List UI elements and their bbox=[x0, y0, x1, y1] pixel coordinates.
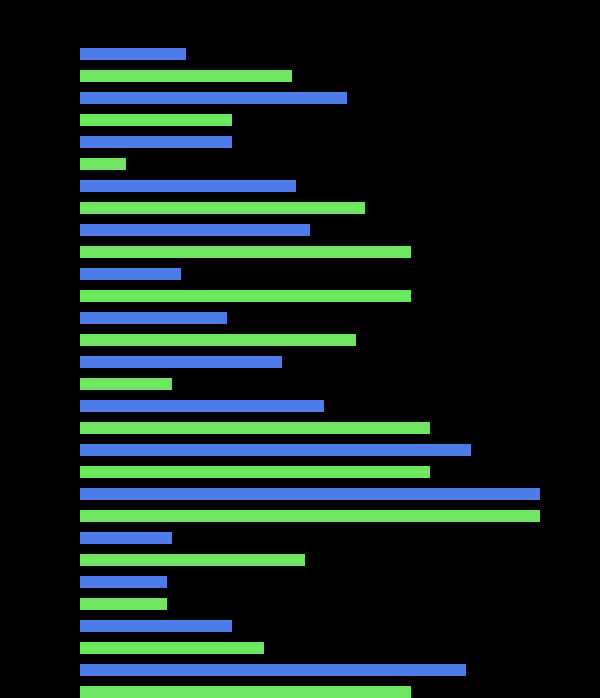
bar-row-18 bbox=[80, 444, 471, 456]
horizontal-bar-chart bbox=[80, 48, 540, 648]
bar-row-25 bbox=[80, 598, 167, 610]
bar-row-11 bbox=[80, 290, 411, 302]
bar-row-24 bbox=[80, 576, 167, 588]
bar-row-8 bbox=[80, 224, 310, 236]
bar-row-3 bbox=[80, 114, 232, 126]
bar-row-14 bbox=[80, 356, 282, 368]
bar-row-19 bbox=[80, 466, 430, 478]
bar-row-13 bbox=[80, 334, 356, 346]
bar-row-17 bbox=[80, 422, 430, 434]
bar-row-28 bbox=[80, 664, 466, 676]
bar-row-1 bbox=[80, 70, 292, 82]
bar-row-29 bbox=[80, 686, 411, 698]
bar-row-16 bbox=[80, 400, 324, 412]
bar-row-7 bbox=[80, 202, 365, 214]
bar-row-20 bbox=[80, 488, 540, 500]
bar-row-0 bbox=[80, 48, 186, 60]
bar-row-27 bbox=[80, 642, 264, 654]
bar-row-9 bbox=[80, 246, 411, 258]
bar-row-6 bbox=[80, 180, 296, 192]
bar-row-15 bbox=[80, 378, 172, 390]
bar-row-5 bbox=[80, 158, 126, 170]
bar-row-10 bbox=[80, 268, 181, 280]
bar-row-22 bbox=[80, 532, 172, 544]
bar-row-2 bbox=[80, 92, 347, 104]
bar-row-26 bbox=[80, 620, 232, 632]
bar-row-21 bbox=[80, 510, 540, 522]
bar-row-23 bbox=[80, 554, 305, 566]
bar-row-4 bbox=[80, 136, 232, 148]
bar-row-12 bbox=[80, 312, 227, 324]
